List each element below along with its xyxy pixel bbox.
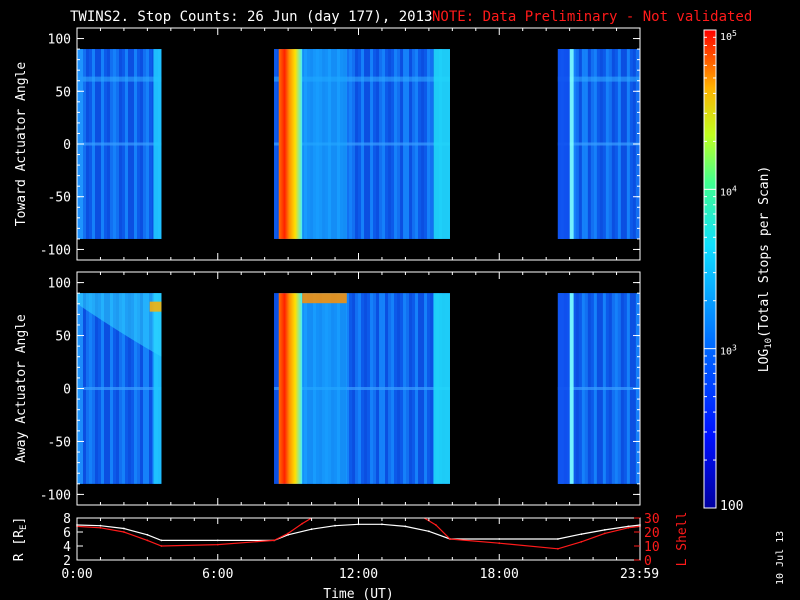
colorbar-bottom-label: 100	[720, 499, 743, 514]
lshell-point	[273, 539, 275, 542]
colorbar-scale	[703, 29, 717, 509]
radius-point	[498, 538, 501, 540]
edge-band	[433, 49, 450, 239]
zero-angle-band	[557, 387, 640, 390]
y-tick-label: 6	[63, 526, 71, 541]
edge-band	[433, 293, 450, 484]
y-tick-label: 2	[63, 554, 71, 569]
dark-band	[557, 293, 570, 484]
y-tick-label: -50	[48, 435, 71, 450]
colorbar-tick-label: 103	[720, 344, 737, 358]
x-tick-label: 12:00	[339, 567, 378, 582]
radius-point	[556, 538, 559, 540]
x-tick-label: 0:00	[61, 567, 92, 582]
lshell-point	[580, 540, 583, 543]
lshell-point	[301, 522, 304, 525]
zero-angle-band	[77, 387, 162, 390]
preliminary-note: NOTE: Data Preliminary - Not validated	[432, 9, 752, 25]
y-right-axis-label: L Shell	[675, 512, 690, 567]
y-tick-label: 4	[63, 540, 71, 555]
colorbar-tick-label: 104	[720, 184, 737, 198]
radius-point	[123, 527, 125, 530]
zero-angle-band	[557, 142, 640, 146]
y-tick-label: -50	[48, 191, 71, 206]
y-right-tick-label: 0	[644, 554, 652, 569]
radius-point	[381, 523, 383, 526]
edge-band	[153, 49, 162, 239]
radius-point	[99, 524, 102, 527]
lshell-point	[498, 542, 501, 545]
colorbar-tick-label: 105	[720, 29, 737, 43]
y-tick-label: 0	[63, 138, 71, 153]
colorbar: 105 104 103 100 LOG10(Total Stops per Scan)	[703, 29, 774, 514]
x-tick-label: 23:59	[620, 567, 659, 582]
zero-angle-band	[274, 387, 450, 390]
edge-band	[153, 293, 162, 484]
plot-title: TWINS2. Stop Counts: 26 Jun (day 177), 2…	[70, 9, 432, 25]
radius-point	[160, 539, 163, 542]
zero-angle-band	[274, 142, 450, 146]
y-tick-label: -100	[40, 243, 71, 258]
lshell-point	[216, 543, 219, 546]
zero-angle-band	[77, 142, 162, 146]
lshell-point	[627, 526, 630, 529]
decay-region	[302, 293, 347, 484]
lshell-point	[160, 545, 163, 547]
x-tick-label: 18:00	[480, 567, 519, 582]
away-heatmap-panel: 100 50 0 -50 -100 Away Actuator Angle	[14, 271, 641, 506]
y-axis-label: R [RE]	[12, 517, 29, 562]
y-right-tick-label: 30	[644, 512, 660, 527]
bright-line	[569, 49, 574, 239]
radius-point	[287, 533, 290, 536]
radius-point	[216, 539, 219, 542]
lshell-point	[123, 531, 125, 533]
y-tick-label: 100	[48, 277, 71, 292]
radius-point	[310, 528, 313, 531]
radius-point	[627, 525, 630, 528]
hot-spot	[302, 293, 347, 304]
decay-region	[302, 49, 347, 239]
x-tick-label: 6:00	[202, 567, 233, 582]
hot-spot	[149, 301, 162, 312]
y-axis-label: Away Actuator Angle	[14, 314, 29, 463]
radius-point	[580, 533, 583, 535]
colorbar-label: LOG10(Total Stops per Scan)	[757, 166, 774, 373]
radius-point	[146, 533, 149, 536]
radius-point	[427, 530, 430, 533]
y-axis-label: Toward Actuator Angle	[14, 62, 29, 227]
y-right-tick-label: 20	[644, 526, 660, 541]
y-tick-label: 50	[55, 85, 71, 100]
y-tick-label: 100	[48, 33, 71, 48]
x-axis-label: Time (UT)	[323, 587, 393, 600]
angle-band	[557, 76, 640, 82]
lshell-point	[435, 524, 437, 526]
bright-band	[278, 49, 303, 239]
y-right-tick-label: 10	[644, 540, 660, 555]
side-date: 10 Jul 13	[775, 531, 786, 585]
lshell-point	[99, 526, 102, 529]
lshell-point	[449, 538, 451, 540]
angle-band	[77, 76, 162, 82]
lshell-point	[556, 547, 559, 550]
toward-heatmap-panel: 100 50 0 -50 -100 Toward Actuator Angle	[14, 27, 641, 261]
lshell-point	[287, 532, 290, 535]
dark-band	[557, 49, 570, 239]
y-tick-label: 8	[63, 512, 71, 527]
radius-point	[404, 525, 407, 528]
y-tick-label: -100	[40, 488, 71, 503]
radius-point	[603, 529, 606, 531]
y-tick-label: 0	[63, 383, 71, 398]
lshell-point	[603, 532, 606, 535]
bright-line	[569, 293, 574, 484]
radius-point	[334, 524, 336, 527]
angle-band	[274, 76, 450, 82]
bright-band	[278, 293, 303, 484]
plume-region	[77, 293, 162, 357]
lshell-point	[146, 539, 149, 542]
y-tick-label: 50	[55, 330, 71, 345]
